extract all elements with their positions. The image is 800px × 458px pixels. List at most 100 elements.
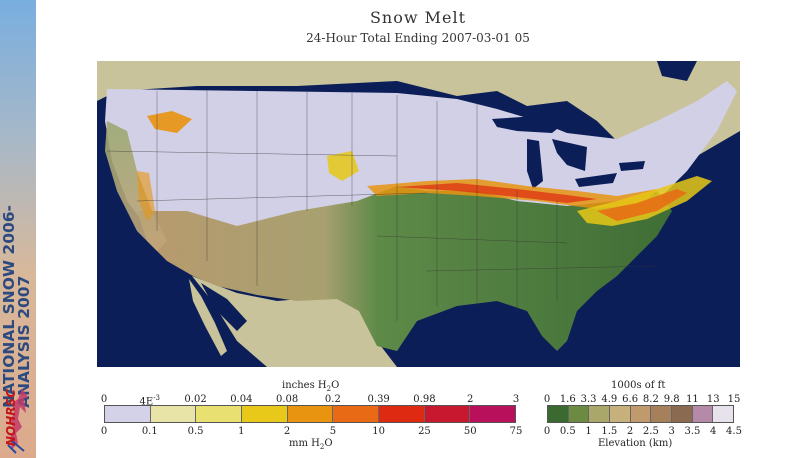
melt-top-label-end: O bbox=[331, 380, 340, 391]
melt-inch-tick-text: 2 bbox=[467, 394, 474, 405]
nohrsc-logo-text: NOHRSC bbox=[4, 389, 18, 447]
elev-ft-tick-label: 0 bbox=[544, 394, 550, 405]
elev-ft-tick-text: 15 bbox=[727, 394, 741, 405]
elev-ft-tick-text: 3.3 bbox=[580, 394, 597, 405]
elev-km-tick-text: 2 bbox=[626, 426, 634, 437]
melt-inch-tick-text: 0.02 bbox=[184, 394, 207, 405]
elev-km-tick-label: 3 bbox=[668, 426, 674, 437]
melt-patch-montana bbox=[147, 111, 192, 133]
elev-km-tick-text: 1.5 bbox=[601, 426, 618, 437]
melt-swatch bbox=[242, 406, 288, 422]
melt-inch-tick-label: 0.02 bbox=[184, 394, 206, 405]
melt-swatch bbox=[105, 406, 151, 422]
melt-mm-tick-text: 0.5 bbox=[187, 426, 204, 437]
elev-ft-tick-text: 1.6 bbox=[559, 394, 576, 405]
lake-ontario bbox=[619, 161, 645, 171]
melt-swatch bbox=[379, 406, 425, 422]
melt-mm-tick-text: 1 bbox=[238, 426, 245, 437]
page-subtitle: 24-Hour Total Ending 2007-03-01 05 bbox=[306, 31, 530, 45]
elev-swatch bbox=[630, 406, 652, 422]
us-terrain-south bbox=[137, 186, 672, 351]
melt-mm-tick-label: 1 bbox=[238, 426, 244, 437]
elev-km-tick-text: 4.5 bbox=[726, 426, 742, 437]
gulf-of-california bbox=[201, 283, 247, 331]
melt-inch-tick-text: 4E bbox=[139, 396, 154, 408]
melt-bottom-label-sub: 2 bbox=[319, 443, 325, 451]
elevation-color-bar bbox=[547, 405, 734, 423]
melt-mm-tick-text: 25 bbox=[418, 426, 431, 437]
page-title: Snow Melt bbox=[369, 8, 467, 27]
melt-inch-tick-sup: -3 bbox=[153, 394, 161, 402]
elev-km-tick-label: 3.5 bbox=[684, 426, 700, 437]
melt-mm-tick-label: 5 bbox=[330, 426, 336, 437]
melt-inch-tick-label: 2 bbox=[467, 394, 473, 405]
elev-ft-tick-text: 13 bbox=[706, 394, 720, 405]
elev-km-tick-label: 1.5 bbox=[601, 426, 617, 437]
melt-mm-tick-text: 0 bbox=[100, 426, 108, 437]
melt-swatch bbox=[150, 406, 197, 422]
elev-km-tick-text: 4 bbox=[710, 426, 717, 437]
elev-ft-tick-label: 1.6 bbox=[560, 394, 576, 405]
elev-km-tick-label: 4 bbox=[710, 426, 716, 437]
elev-km-tick-text: 0 bbox=[543, 426, 551, 437]
elev-ft-tick-label: 8.2 bbox=[643, 394, 659, 405]
melt-mm-tick-text: 75 bbox=[509, 426, 523, 437]
elev-km-tick-label: 2 bbox=[627, 426, 633, 437]
melt-mm-tick-label: 0.5 bbox=[188, 426, 204, 437]
melt-inch-tick-label: 0.2 bbox=[325, 394, 341, 405]
elev-ft-tick-text: 4.9 bbox=[601, 394, 618, 405]
elev-ft-tick-label: 4.9 bbox=[601, 394, 617, 405]
melt-top-label-text: inches H bbox=[282, 380, 327, 391]
elev-km-tick-text: 1 bbox=[585, 426, 592, 437]
elev-ft-tick-label: 11 bbox=[686, 394, 699, 405]
snow-melt-map bbox=[97, 61, 740, 367]
melt-mm-tick-label: 10 bbox=[372, 426, 385, 437]
lake-erie bbox=[575, 173, 617, 187]
melt-mm-tick-label: 75 bbox=[510, 426, 523, 437]
elev-swatch bbox=[651, 406, 673, 422]
side-banner: NATIONAL SNOW 2006- ANALYSIS 2007 NOHRSC bbox=[0, 0, 36, 458]
melt-legend-bottom-label: mm H2O bbox=[289, 438, 333, 451]
melt-mm-tick-label: 25 bbox=[418, 426, 431, 437]
melt-swatch bbox=[196, 406, 243, 422]
melt-swatch bbox=[424, 406, 471, 422]
elev-swatch bbox=[610, 406, 631, 422]
elev-swatch bbox=[713, 406, 734, 422]
melt-inch-tick-label: 4E-3 bbox=[140, 394, 161, 407]
melt-swatch bbox=[470, 406, 516, 422]
hudson-bay-edge bbox=[657, 61, 697, 81]
elev-legend-top-label: 1000s of ft bbox=[611, 380, 666, 391]
elev-km-tick-label: 4.5 bbox=[726, 426, 742, 437]
elev-legend-bottom-label: Elevation (km) bbox=[598, 438, 673, 449]
west-coast-terrain bbox=[105, 121, 167, 251]
elev-km-tick-label: 1 bbox=[585, 426, 591, 437]
melt-patch-sierra bbox=[137, 171, 155, 221]
melt-mm-tick-text: 5 bbox=[329, 426, 337, 437]
lake-superior bbox=[492, 116, 567, 133]
canada-land bbox=[97, 61, 740, 161]
melt-inch-tick-label: 0 bbox=[101, 394, 107, 405]
baja-peninsula bbox=[189, 279, 227, 356]
elev-swatch bbox=[672, 406, 693, 422]
elev-swatch bbox=[589, 406, 611, 422]
melt-inch-tick-text: 0.04 bbox=[230, 394, 253, 405]
melt-band-appalachia bbox=[597, 189, 687, 221]
melt-mm-tick-label: 0.1 bbox=[142, 426, 158, 437]
melt-inch-tick-label: 0.39 bbox=[368, 394, 390, 405]
melt-band-midwest-core bbox=[397, 183, 597, 203]
melt-mm-tick-text: 50 bbox=[463, 426, 477, 437]
elev-km-tick-label: 0.5 bbox=[560, 426, 576, 437]
melt-inch-tick-text: 0.08 bbox=[275, 394, 299, 405]
elev-ft-tick-text: 6.6 bbox=[622, 394, 639, 405]
elev-ft-tick-label: 3.3 bbox=[581, 394, 597, 405]
melt-inch-tick-text: 0.98 bbox=[413, 394, 436, 405]
state-borders bbox=[106, 89, 658, 321]
melt-inch-tick-label: 3 bbox=[513, 394, 519, 405]
elev-ft-tick-label: 6.6 bbox=[622, 394, 638, 405]
elev-km-tick-label: 0 bbox=[544, 426, 550, 437]
melt-mm-tick-label: 2 bbox=[284, 426, 290, 437]
mexico-land bbox=[192, 276, 397, 367]
melt-mm-tick-label: 0 bbox=[101, 426, 107, 437]
elev-km-tick-text: 2.5 bbox=[642, 426, 659, 437]
melt-inch-tick-text: 0 bbox=[100, 394, 108, 405]
